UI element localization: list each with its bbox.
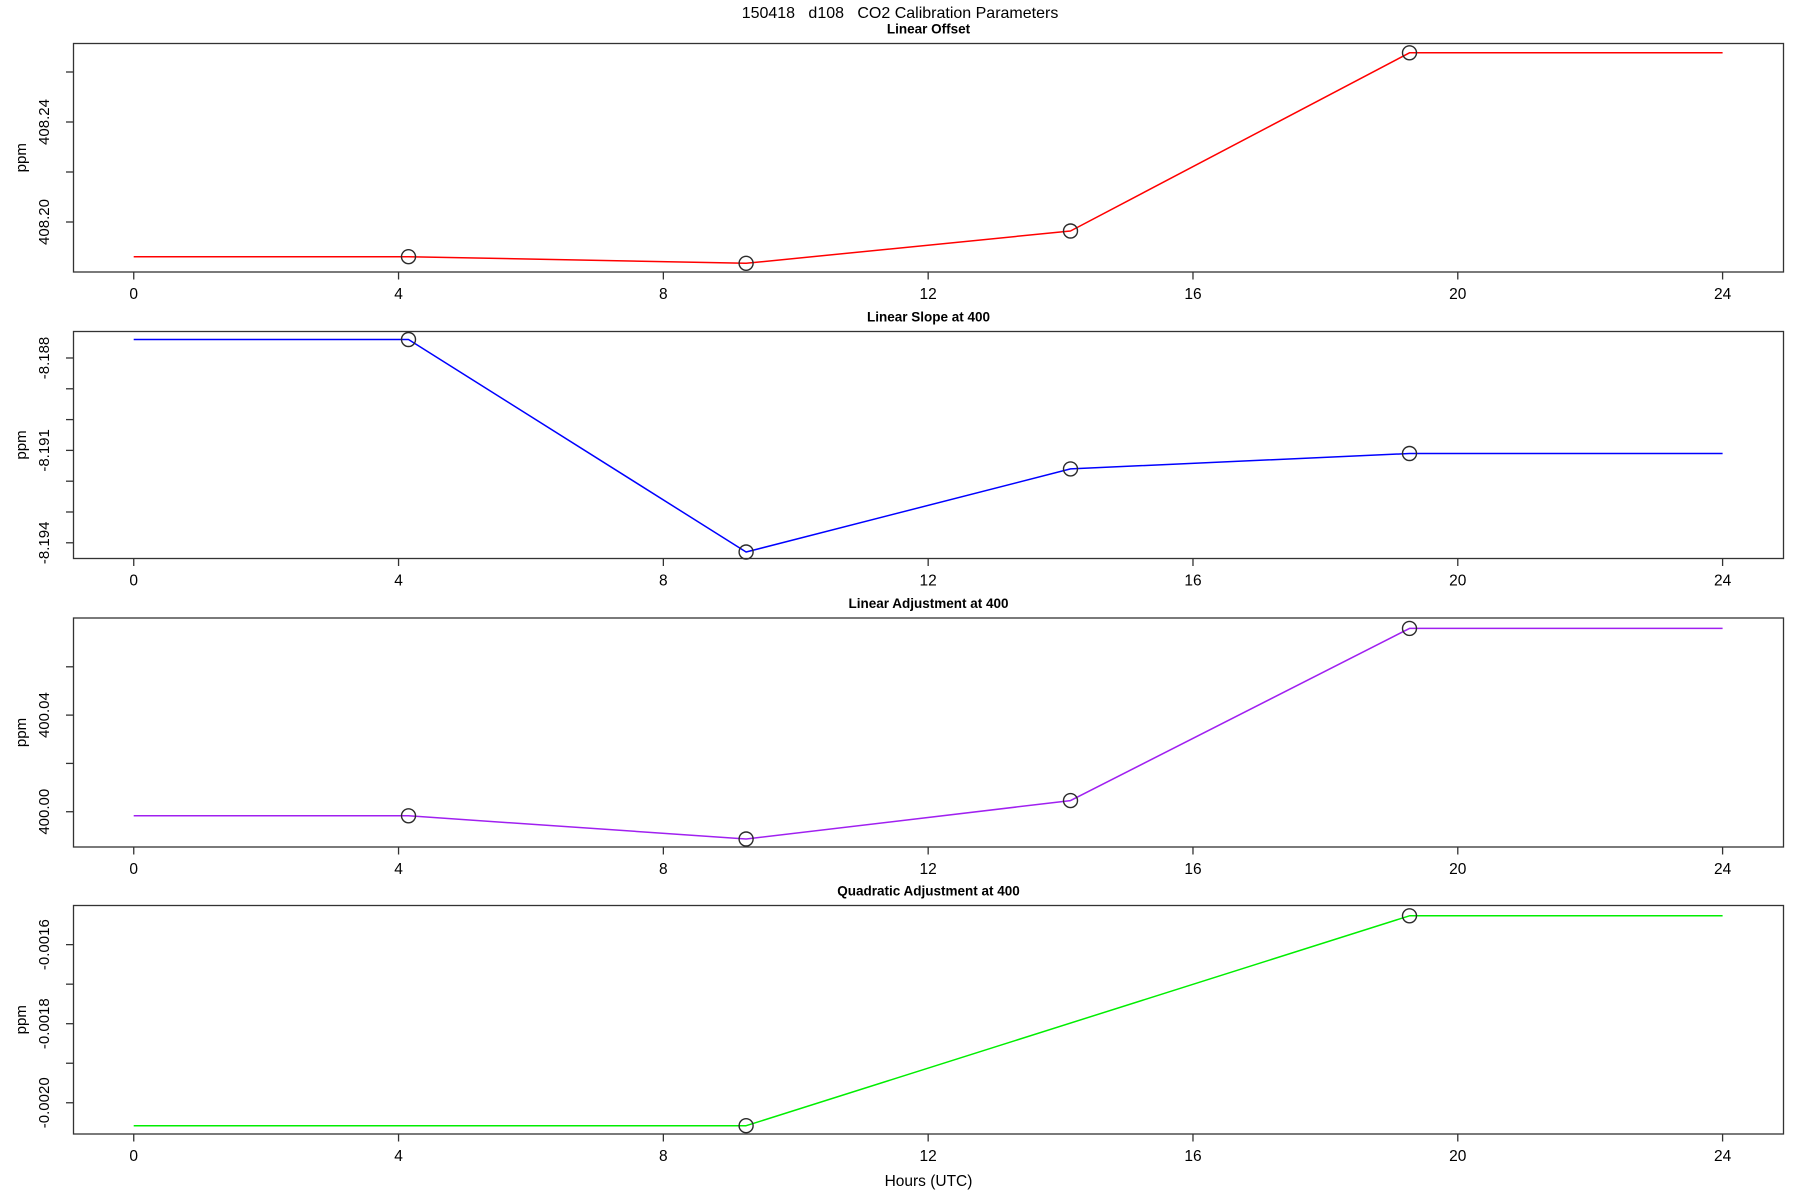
x-tick-label: 8: [659, 286, 668, 303]
plot-box: [72, 42, 1785, 273]
panel-linear-slope-at-400: Linear Slope at 400 -8.194 -8.191 -8.188 ppm…: [13, 310, 1785, 590]
y-axis-label: ppm: [13, 1005, 30, 1034]
x-tick-label: 8: [659, 861, 668, 878]
x-tick-label: 16: [1184, 1148, 1201, 1165]
x-tick-label: 4: [394, 286, 403, 303]
x-tick-label: 8: [659, 1148, 668, 1165]
y-tick-label: -0.0020: [36, 1077, 53, 1128]
plot-box: [72, 904, 1785, 1135]
panel-linear-offset: Linear Offset 408.20 408.24 ppm 0 4 8 12 16 20 24: [13, 22, 1785, 303]
x-tick-label: 0: [129, 286, 138, 303]
y-tick-label: 400.04: [36, 692, 53, 738]
y-axis-label: ppm: [13, 430, 30, 459]
x-tick-label: 24: [1714, 573, 1732, 590]
data-point: [400, 249, 417, 265]
x-tick-label: 4: [394, 1148, 403, 1165]
page-title: 150418 d108 CO2 Calibration Parameters: [741, 5, 1059, 22]
data-point: [1401, 45, 1418, 61]
data-line: [133, 338, 1723, 553]
panel-quadratic-adjustment-at-400: Quadratic Adjustment at 400 -0.0020 -0.001…: [13, 884, 1785, 1165]
y-tick-label: -8.188: [36, 337, 53, 380]
y-tick-label: -8.191: [36, 429, 53, 472]
x-tick-label: 24: [1714, 861, 1732, 878]
data-point: [1401, 908, 1418, 924]
data-point: [738, 1117, 754, 1134]
panel-linear-adjustment-at-400: Linear Adjustment at 400 400.00 400.04 ppm 0…: [13, 596, 1785, 878]
x-tick-label: 20: [1449, 286, 1467, 303]
data-point: [400, 331, 417, 348]
x-tick-label: 16: [1184, 861, 1201, 878]
data-point: [1062, 223, 1079, 239]
x-tick-label: 20: [1449, 861, 1467, 878]
y-tick-label: -0.0016: [36, 919, 53, 970]
data-point: [1062, 792, 1079, 809]
x-tick-label: 12: [920, 1148, 937, 1165]
x-tick-label: 4: [394, 573, 403, 590]
panel-title: Linear Adjustment at 400: [848, 596, 1008, 611]
plot-box: [72, 330, 1785, 560]
y-tick-label: 408.20: [36, 199, 53, 245]
data-point: [1062, 461, 1079, 477]
data-point: [738, 255, 754, 271]
x-tick-label: 4: [394, 861, 403, 878]
x-tick-label: 20: [1449, 573, 1467, 590]
x-tick-label: 24: [1714, 1148, 1732, 1165]
y-tick-label: -8.194: [36, 522, 53, 565]
x-tick-label: 8: [659, 573, 668, 590]
x-tick-label: 0: [129, 573, 138, 590]
data-point: [738, 831, 754, 847]
x-tick-label: 12: [920, 573, 937, 590]
y-tick-label: 400.00: [36, 789, 53, 835]
y-tick-label: 408.24: [36, 99, 53, 145]
data-point: [1401, 620, 1418, 637]
y-axis-label: ppm: [13, 143, 30, 172]
data-line: [133, 52, 1723, 265]
panel-title: Linear Slope at 400: [867, 310, 990, 325]
x-tick-label: 0: [129, 1148, 138, 1165]
x-tick-label: 12: [920, 286, 937, 303]
x-axis-label: Hours (UTC): [885, 1173, 973, 1190]
data-point: [400, 808, 417, 824]
x-tick-label: 12: [920, 861, 937, 878]
x-tick-label: 16: [1184, 286, 1201, 303]
data-line: [133, 915, 1723, 1127]
panel-title: Linear Offset: [887, 22, 971, 37]
x-tick-label: 20: [1449, 1148, 1467, 1165]
y-tick-label: -0.0018: [36, 998, 53, 1049]
panel-title: Quadratic Adjustment at 400: [837, 884, 1020, 899]
plot-box: [72, 617, 1785, 848]
x-tick-label: 16: [1184, 573, 1201, 590]
x-tick-label: 0: [129, 861, 138, 878]
y-axis-label: ppm: [13, 718, 30, 747]
data-line: [133, 627, 1723, 840]
data-point: [738, 544, 754, 560]
data-point: [1401, 445, 1418, 462]
x-tick-label: 24: [1714, 286, 1732, 303]
